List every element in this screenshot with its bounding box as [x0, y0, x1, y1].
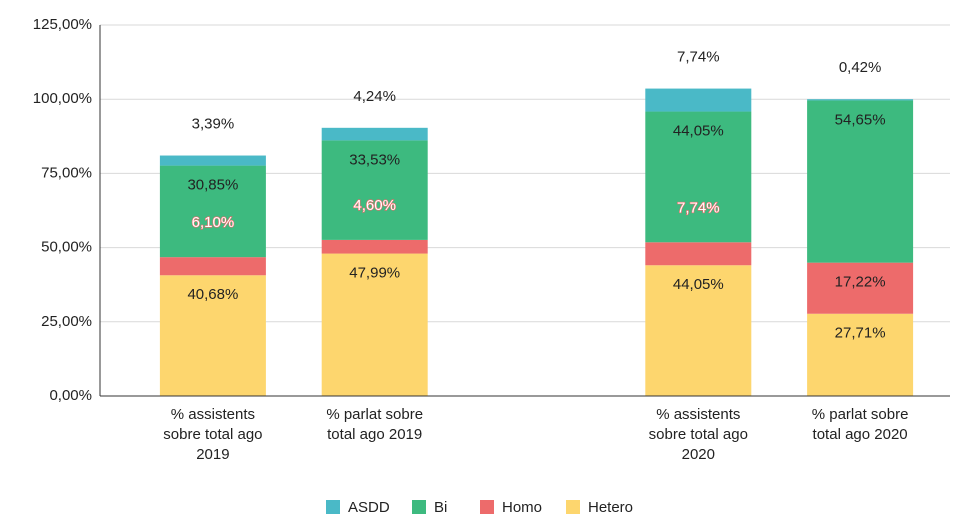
x-tick-label: % assistents sobre total ago 2020: [649, 406, 748, 463]
legend-label: Homo: [502, 499, 542, 516]
data-label: 4,60%: [353, 197, 396, 214]
bar-segment: [321, 127, 428, 141]
y-tick-label: 125,00%: [33, 16, 92, 33]
y-tick-label: 100,00%: [33, 90, 92, 107]
bar-segment: [645, 265, 752, 396]
bar-segment: [159, 165, 266, 258]
data-label: 7,74%: [677, 49, 720, 66]
legend-label: Bi: [434, 499, 447, 516]
bar-segment: [807, 313, 914, 396]
data-label: 0,42%: [839, 59, 882, 76]
data-label: 40,68%: [187, 286, 238, 303]
y-tick-label: 0,00%: [49, 387, 92, 404]
bar-segment: [807, 262, 914, 314]
bar-segment: [645, 111, 752, 243]
legend-swatch: [566, 500, 580, 514]
legend-swatch: [480, 500, 494, 514]
data-label: 3,39%: [192, 116, 235, 133]
data-label: 54,65%: [835, 111, 886, 128]
legend-label: ASDD: [348, 499, 390, 516]
data-label: 44,05%: [673, 123, 724, 140]
x-tick-label: % parlat sobre total ago 2019: [326, 406, 423, 443]
bar-segment: [645, 242, 752, 266]
bar-segment: [807, 100, 914, 263]
y-tick-label: 25,00%: [41, 313, 92, 330]
data-label: 47,99%: [349, 265, 400, 282]
data-label: 27,71%: [835, 325, 886, 342]
data-label: 17,22%: [835, 274, 886, 291]
bar-segment: [321, 253, 428, 396]
legend-label: Hetero: [588, 499, 633, 516]
data-label: 6,10%: [192, 214, 235, 231]
bar-segment: [321, 140, 428, 240]
bar-segment: [645, 88, 752, 112]
legend-swatch: [326, 500, 340, 514]
x-tick-label: % parlat sobre total ago 2020: [812, 406, 909, 443]
y-tick-label: 50,00%: [41, 239, 92, 256]
bar-segment: [807, 99, 914, 101]
bar-segment: [321, 239, 428, 254]
x-tick-label: % assistents sobre total ago 2019: [163, 406, 262, 463]
data-label: 33,53%: [349, 151, 400, 168]
data-label: 44,05%: [673, 276, 724, 293]
bar-segment: [159, 257, 266, 276]
data-label: 30,85%: [187, 177, 238, 194]
data-label: 7,74%: [677, 199, 720, 216]
bar-segment: [159, 275, 266, 396]
data-label: 4,24%: [353, 88, 396, 105]
y-tick-label: 75,00%: [41, 164, 92, 181]
legend-swatch: [412, 500, 426, 514]
bar-segment: [159, 155, 266, 166]
